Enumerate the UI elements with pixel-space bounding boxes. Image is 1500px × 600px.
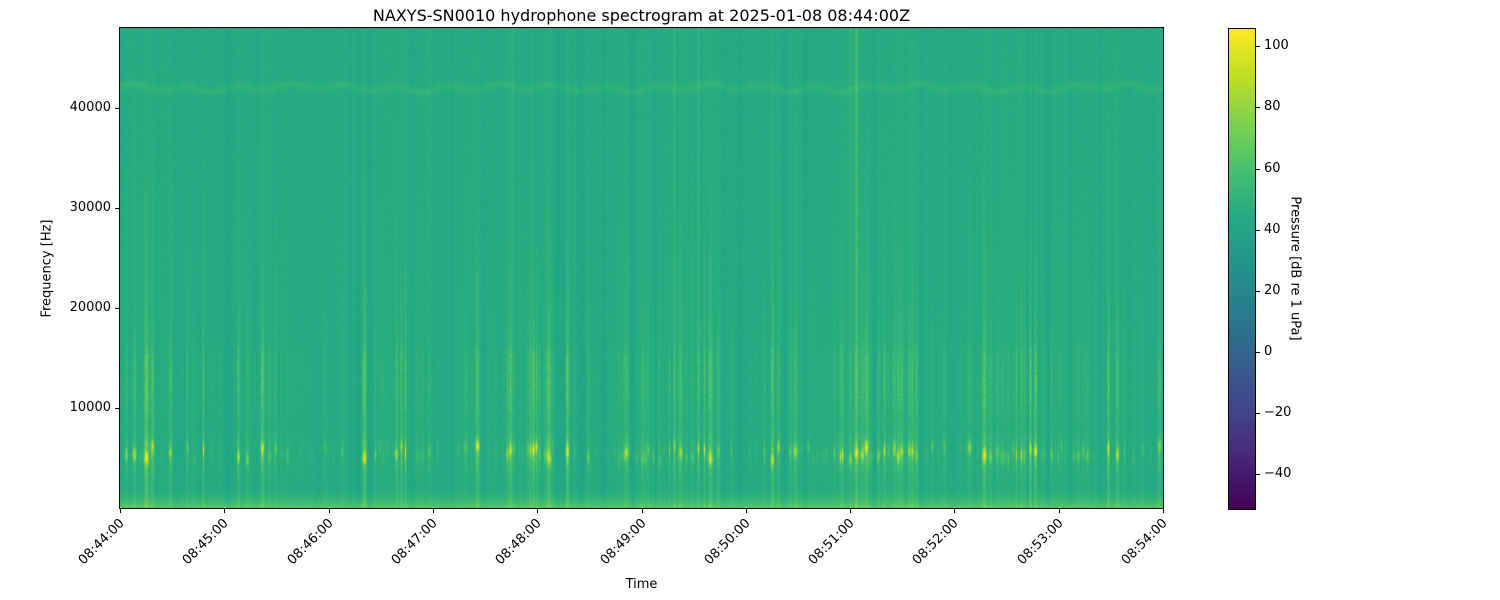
y-tick-mark (115, 408, 119, 409)
x-tick-mark (1059, 509, 1060, 513)
x-tick-mark (120, 509, 121, 513)
x-tick-mark (746, 509, 747, 513)
y-tick-label: 20000 (69, 300, 111, 315)
x-tick-mark (850, 509, 851, 513)
colorbar-tick-mark (1256, 413, 1260, 414)
y-tick-label: 10000 (69, 400, 111, 415)
y-tick-mark (115, 308, 119, 309)
x-tick-label: 08:44:00 (75, 516, 128, 568)
colorbar-tick-label: 100 (1264, 38, 1289, 53)
spectrogram-image (120, 28, 1163, 508)
colorbar-tick-mark (1256, 474, 1260, 475)
colorbar-tick-label: 80 (1264, 99, 1281, 114)
colorbar-tick-mark (1256, 107, 1260, 108)
y-tick-mark (115, 108, 119, 109)
colorbar-tick-mark (1256, 169, 1260, 170)
x-tick-mark (1163, 509, 1164, 513)
x-tick-mark (537, 509, 538, 513)
colorbar (1228, 28, 1256, 510)
colorbar-tick-mark (1256, 352, 1260, 353)
x-axis-label: Time (625, 577, 658, 592)
x-tick-mark (224, 509, 225, 513)
colorbar-tick-label: 60 (1264, 161, 1281, 176)
colorbar-tick-label: 40 (1264, 222, 1281, 237)
x-tick-mark (642, 509, 643, 513)
colorbar-tick-label: −20 (1264, 405, 1292, 420)
y-tick-label: 30000 (69, 200, 111, 215)
x-tick-mark (329, 509, 330, 513)
colorbar-tick-label: 0 (1264, 344, 1273, 359)
x-tick-mark (433, 509, 434, 513)
x-tick-mark (954, 509, 955, 513)
colorbar-tick-label: −40 (1264, 466, 1292, 481)
colorbar-tick-mark (1256, 230, 1260, 231)
colorbar-label: Pressure [dB re 1 uPa] (1287, 196, 1303, 341)
colorbar-gradient (1229, 29, 1255, 509)
y-tick-label: 40000 (69, 100, 111, 115)
chart-title: NAXYS-SN0010 hydrophone spectrogram at 2… (372, 6, 911, 25)
colorbar-tick-mark (1256, 291, 1260, 292)
colorbar-tick-label: 20 (1264, 283, 1281, 298)
y-tick-mark (115, 208, 119, 209)
colorbar-tick-mark (1256, 46, 1260, 47)
